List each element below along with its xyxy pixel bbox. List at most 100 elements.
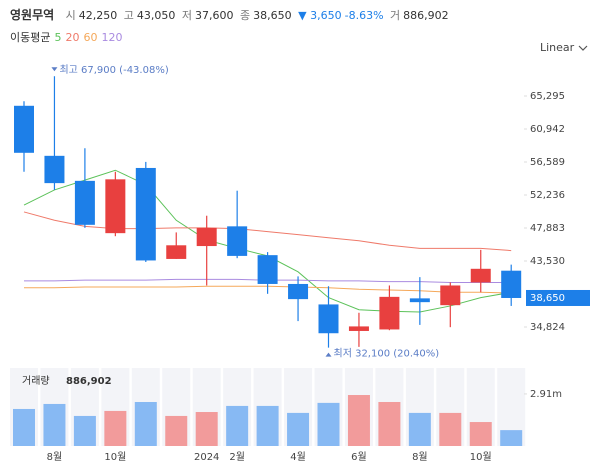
ma-line (23, 169, 512, 313)
candle-body (288, 283, 309, 300)
label: 시 (65, 9, 76, 22)
candle-body (196, 227, 217, 247)
x-tick-label: 6월 (351, 451, 367, 463)
ma-legend-item: 20 (65, 31, 80, 44)
ma-legend-item: 120 (101, 31, 123, 44)
volume-bar (73, 415, 96, 446)
candle-body (409, 298, 430, 303)
y-tick-label: 56,589 (530, 157, 565, 168)
candle-body (135, 167, 156, 261)
candle-body (501, 270, 522, 298)
volume-bar (104, 410, 127, 446)
scale-label: Linear (540, 41, 575, 54)
volume-bar (439, 412, 462, 446)
volume-column-bg (10, 368, 38, 446)
ma-line (24, 285, 512, 294)
ma-title: 이동평균 (10, 31, 51, 44)
candle-body (348, 326, 369, 331)
volume-bar (226, 405, 249, 446)
annotation-label: 최고 67,900 (-43.08%) (59, 64, 168, 76)
value: 886,902 (403, 9, 449, 22)
label: 종 (240, 9, 251, 22)
volume-bar (43, 403, 66, 446)
ma-line (24, 278, 512, 283)
volume-bar (256, 405, 279, 446)
volume-column-bg (40, 368, 69, 446)
volume-bar (347, 395, 370, 446)
candle-body (227, 226, 248, 256)
price-marker-box (526, 289, 590, 306)
candle-body (166, 245, 187, 259)
scale-dropdown[interactable]: Linear (540, 41, 588, 54)
x-tick-label: 10월 (470, 451, 492, 463)
volume-bar (134, 401, 157, 446)
volume-column-bg (284, 368, 313, 446)
x-tick-label: 2024 (194, 452, 219, 463)
x-tick-label: 10월 (104, 451, 126, 463)
volume-column-bg (314, 368, 343, 446)
y-tick-label: 60,942 (530, 124, 565, 135)
volume-bar (408, 412, 431, 446)
value: 38,650 (253, 9, 292, 22)
quote-header: 영원무역 시 42,250 고 43,050 저 37,600 종 38,650 ▼ 3… (10, 6, 452, 23)
candle-body (14, 105, 34, 153)
volume-column-bg (405, 368, 434, 446)
volume-column-bg (101, 368, 130, 446)
value: 37,600 (195, 9, 234, 22)
volume-column-bg (70, 368, 99, 446)
volume-bar (378, 401, 401, 446)
candle-body (44, 155, 65, 184)
candle-body (440, 285, 461, 306)
volume-column-bg (436, 368, 465, 446)
x-tick-label: 2월 (229, 451, 245, 463)
volume-column-bg (131, 368, 160, 446)
volume-bar (195, 412, 218, 446)
candle-body (257, 255, 278, 284)
volume-column-bg (344, 368, 373, 446)
y-tick-label: 65,295 (530, 91, 565, 102)
y-tick-label: 47,883 (530, 223, 565, 234)
x-tick-label: 4월 (290, 451, 306, 463)
annotation-arrow (325, 352, 332, 357)
label: 저 (181, 9, 193, 22)
volume-column-bg (223, 368, 252, 446)
ma-legend-item: 60 (83, 31, 98, 44)
y-tick-label: 43,530 (530, 256, 565, 267)
y-tick-label: 52,236 (530, 190, 565, 201)
volume-bar (287, 412, 310, 446)
volume-bar (500, 430, 523, 446)
ma-legend: 이동평균 5 20 60 120 (10, 29, 126, 45)
label: 거 (390, 9, 401, 22)
value: 43,050 (136, 9, 176, 22)
ma-legend-item: 5 (54, 31, 62, 44)
price-marker-label: 38,650 (530, 293, 565, 304)
candle-body (470, 268, 491, 283)
ma-line (23, 211, 512, 252)
volume-last: 886,902 (66, 376, 112, 387)
volume-column-bg (253, 368, 282, 446)
volume-column-bg (466, 368, 495, 446)
y-tick-label: 34,824 (530, 322, 565, 333)
stock-name: 영원무역 (10, 8, 55, 22)
volume-bar (317, 402, 340, 446)
volume-bar (13, 408, 35, 446)
volume-bar (165, 415, 188, 446)
x-tick-label: 8월 (47, 451, 63, 463)
annotation-arrow (51, 67, 58, 72)
volume-column-bg (192, 368, 221, 446)
candle-body (318, 304, 339, 334)
volume-column-bg (375, 368, 404, 446)
label: 고 (123, 9, 134, 22)
x-tick-label: 8월 (412, 451, 428, 463)
volume-column-bg (497, 368, 526, 446)
volume-title: 거래량 (22, 375, 50, 387)
change-pct: -8.63% (344, 9, 384, 22)
chevron (578, 45, 588, 51)
candle-body (379, 296, 400, 330)
volume-column-bg (162, 368, 191, 446)
volume-tick-label: 2.91m (530, 389, 562, 400)
candle-body (105, 179, 126, 234)
candle-body (74, 180, 95, 225)
